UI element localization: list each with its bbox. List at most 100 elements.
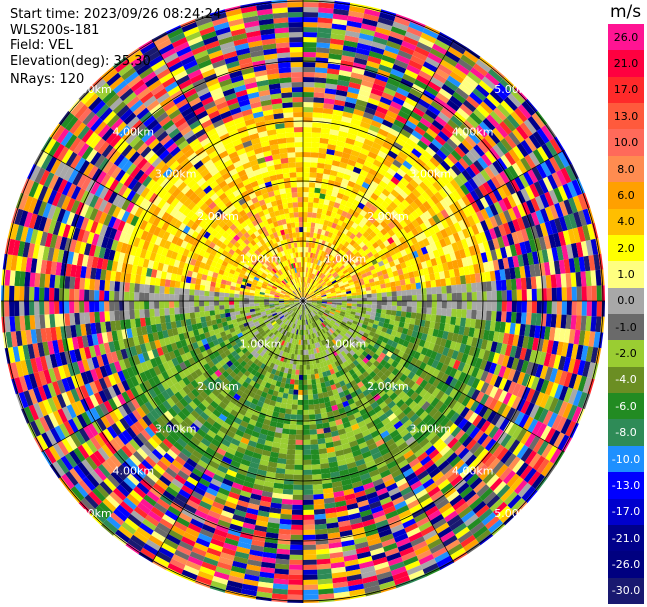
velocity-gate bbox=[354, 490, 366, 498]
velocity-gate bbox=[386, 40, 402, 50]
velocity-gate bbox=[308, 290, 313, 295]
velocity-gate bbox=[281, 397, 288, 404]
velocity-gate bbox=[359, 227, 366, 235]
velocity-gate bbox=[528, 435, 541, 451]
velocity-gate bbox=[571, 179, 583, 196]
velocity-gate bbox=[306, 298, 312, 301]
velocity-gate bbox=[482, 471, 496, 485]
velocity-gate bbox=[349, 271, 356, 277]
velocity-gate bbox=[303, 499, 314, 505]
velocity-gate bbox=[507, 368, 516, 382]
velocity-gate bbox=[303, 157, 311, 163]
velocity-gate bbox=[362, 370, 370, 378]
velocity-gate bbox=[506, 356, 515, 369]
velocity-gate bbox=[364, 283, 371, 288]
velocity-gate bbox=[376, 356, 384, 364]
velocity-gate bbox=[358, 560, 374, 569]
velocity-gate bbox=[303, 62, 316, 68]
velocity-gate bbox=[411, 250, 419, 259]
velocity-gate bbox=[320, 280, 325, 285]
velocity-gate bbox=[363, 160, 373, 169]
velocity-gate bbox=[351, 407, 360, 415]
velocity-gate bbox=[303, 424, 310, 430]
velocity-gate bbox=[554, 202, 564, 218]
velocity-gate bbox=[314, 315, 319, 321]
velocity-gate bbox=[463, 50, 479, 64]
velocity-gate bbox=[396, 301, 402, 307]
velocity-gate bbox=[466, 375, 476, 387]
velocity-gate bbox=[436, 380, 445, 391]
velocity-gate bbox=[423, 253, 431, 262]
velocity-gate bbox=[373, 333, 380, 340]
velocity-gate bbox=[428, 217, 437, 227]
velocity-gate bbox=[372, 234, 380, 242]
velocity-gate bbox=[316, 299, 322, 301]
velocity-gate bbox=[479, 231, 488, 243]
velocity-gate bbox=[371, 336, 378, 343]
velocity-gate bbox=[390, 491, 403, 502]
velocity-gate bbox=[288, 388, 294, 395]
velocity-gate bbox=[356, 130, 368, 139]
velocity-gate bbox=[330, 124, 341, 131]
velocity-gate bbox=[370, 430, 380, 439]
velocity-gate bbox=[489, 216, 499, 228]
velocity-gate bbox=[474, 187, 484, 199]
velocity-gate bbox=[332, 344, 338, 351]
velocity-gate bbox=[498, 377, 508, 391]
velocity-gate bbox=[436, 370, 445, 381]
velocity-gate bbox=[388, 260, 396, 268]
velocity-gate bbox=[297, 399, 303, 405]
velocity-gate bbox=[370, 311, 377, 317]
velocity-gate bbox=[330, 288, 336, 292]
velocity-gate bbox=[527, 418, 539, 433]
velocity-gate bbox=[412, 540, 428, 552]
velocity-gate bbox=[329, 287, 335, 291]
velocity-gate bbox=[535, 276, 542, 289]
velocity-gate bbox=[320, 183, 328, 190]
velocity-gate bbox=[497, 186, 507, 200]
velocity-gate bbox=[315, 306, 321, 309]
velocity-gate bbox=[434, 191, 444, 202]
velocity-gate bbox=[331, 292, 337, 295]
velocity-gate bbox=[476, 484, 490, 498]
velocity-gate bbox=[505, 181, 516, 195]
velocity-gate bbox=[548, 397, 559, 413]
velocity-gate bbox=[326, 184, 334, 191]
velocity-gate bbox=[379, 264, 387, 271]
velocity-gate bbox=[462, 435, 474, 448]
velocity-gate bbox=[508, 456, 521, 471]
velocity-gate bbox=[558, 259, 566, 274]
velocity-gate bbox=[374, 482, 386, 492]
velocity-gate bbox=[333, 259, 340, 265]
velocity-gate bbox=[329, 268, 335, 274]
velocity-gate bbox=[435, 279, 442, 287]
velocity-gate bbox=[390, 310, 397, 316]
velocity-gate bbox=[377, 335, 385, 342]
velocity-gate bbox=[420, 94, 434, 105]
velocity-gate bbox=[323, 311, 329, 316]
velocity-gate bbox=[362, 18, 378, 27]
velocity-gate bbox=[303, 22, 318, 28]
velocity-gate bbox=[426, 287, 432, 295]
velocity-gate bbox=[390, 404, 400, 413]
velocity-gate bbox=[369, 281, 376, 287]
velocity-gate bbox=[292, 494, 303, 500]
velocity-gate bbox=[418, 339, 426, 348]
velocity-gate bbox=[378, 275, 385, 281]
velocity-gate bbox=[551, 301, 557, 315]
velocity-gate bbox=[320, 317, 325, 322]
velocity-gate bbox=[503, 491, 518, 506]
velocity-gate bbox=[303, 464, 312, 470]
velocity-gate bbox=[493, 226, 502, 238]
velocity-gate bbox=[296, 414, 303, 420]
velocity-gate bbox=[303, 142, 312, 148]
velocity-gate bbox=[349, 440, 359, 448]
velocity-gate bbox=[320, 188, 327, 195]
velocity-gate bbox=[401, 241, 409, 250]
velocity-gate bbox=[413, 79, 428, 90]
velocity-gate bbox=[482, 241, 491, 253]
velocity-gate bbox=[422, 237, 430, 247]
velocity-gate bbox=[303, 107, 314, 113]
velocity-gate bbox=[369, 238, 377, 245]
velocity-gate bbox=[397, 133, 409, 143]
